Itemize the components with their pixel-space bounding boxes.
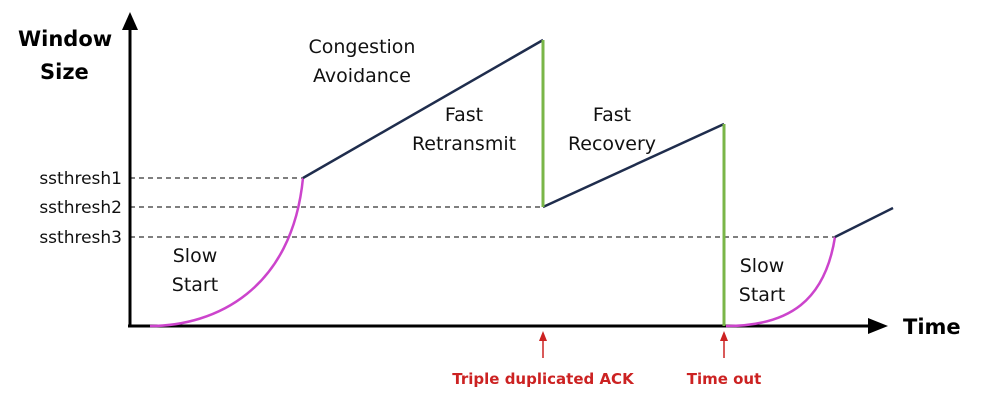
timeout-arrowhead bbox=[720, 331, 728, 341]
triple-ack-arrowhead bbox=[539, 331, 547, 341]
congestion-avoidance-label-line2: Avoidance bbox=[313, 65, 411, 87]
triple-ack-label: Triple duplicated ACK bbox=[452, 370, 635, 388]
ssthresh1-label: ssthresh1 bbox=[39, 169, 122, 189]
timeout-label: Time out bbox=[687, 370, 762, 388]
x-axis-label: Time bbox=[903, 315, 961, 339]
slow-start-1-label-line2: Start bbox=[172, 274, 218, 296]
congestion-avoidance-line bbox=[302, 38, 544, 180]
post-slow-start-line bbox=[834, 206, 894, 239]
ssthresh2-label: ssthresh2 bbox=[39, 198, 122, 218]
y-axis-arrowhead bbox=[122, 12, 138, 30]
slow-start-curve-1 bbox=[149, 177, 305, 328]
slow-start-1-label-line1: Slow bbox=[173, 245, 218, 267]
fast-retransmit-label-line2: Retransmit bbox=[412, 133, 516, 155]
slow-start-curve-2 bbox=[725, 236, 837, 328]
fast-recovery-label-line1: Fast bbox=[593, 104, 631, 126]
y-axis-label-line2: Size bbox=[40, 60, 89, 84]
fast-recovery-label-line2: Recovery bbox=[568, 133, 656, 155]
ssthresh3-label: ssthresh3 bbox=[39, 228, 122, 248]
slow-start-2-label-line1: Slow bbox=[740, 255, 785, 277]
slow-start-2-label-line2: Start bbox=[739, 284, 785, 306]
fast-retransmit-label-line1: Fast bbox=[445, 104, 483, 126]
congestion-avoidance-label-line1: Congestion bbox=[309, 36, 416, 58]
fast-recovery-line bbox=[542, 122, 725, 209]
y-axis-label-line1: Window bbox=[18, 27, 112, 51]
x-axis-arrowhead bbox=[868, 318, 888, 334]
